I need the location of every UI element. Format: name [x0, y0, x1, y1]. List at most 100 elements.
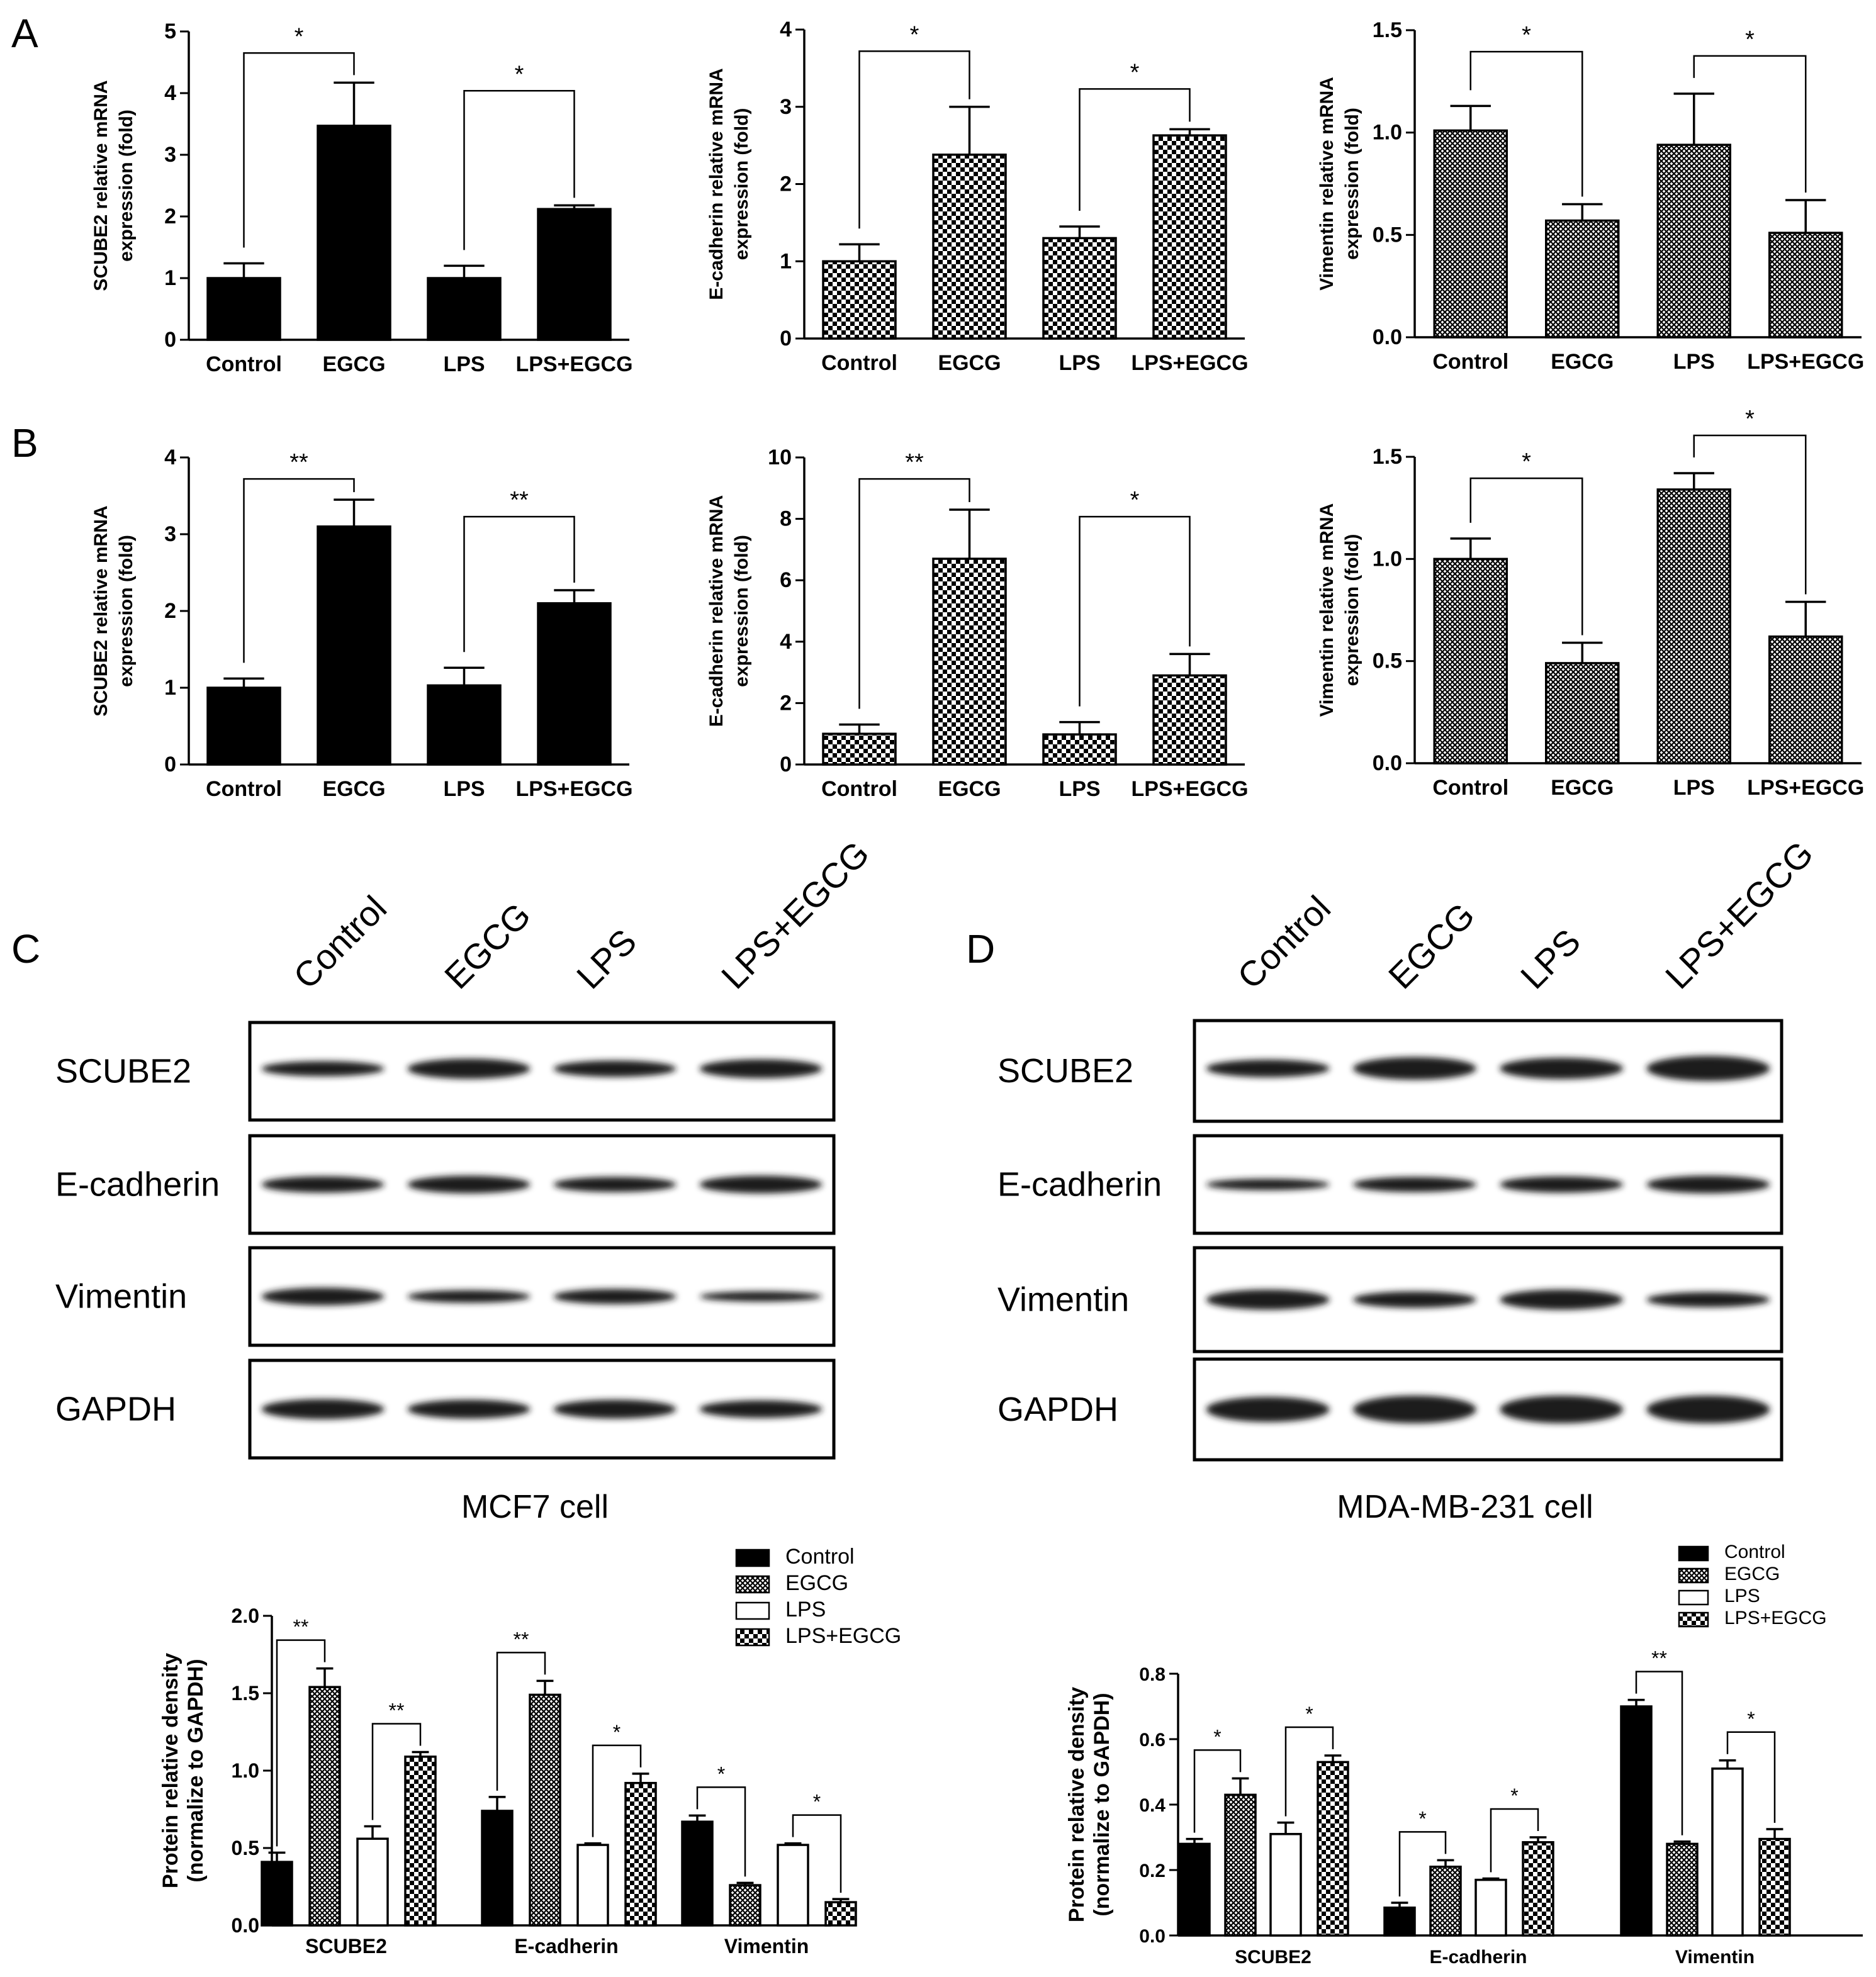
- significance-bracket: [496, 1652, 546, 1791]
- bar-charts: 0 1 2 3 4 5 SCUBE2 relative mRNA expression (fo…: [91, 18, 1864, 1968]
- panel-label-d: D: [966, 926, 995, 972]
- x-tick-label: E-cadherin: [514, 1935, 618, 1957]
- y-axis-title: Vimentin relative mRNA: [1317, 77, 1337, 291]
- blot-band: [699, 1291, 823, 1302]
- y-tick-label: 0.6: [1139, 1730, 1165, 1750]
- bar: [427, 277, 502, 341]
- y-axis-title: E-cadherin relative mRNA: [706, 68, 727, 300]
- x-tick-label: SCUBE2: [1235, 1947, 1312, 1968]
- y-tick-label: 0: [164, 753, 176, 776]
- legend-label: LPS: [1724, 1586, 1760, 1606]
- x-tick-label: Control: [1432, 350, 1508, 374]
- panel-label-a: A: [11, 11, 38, 56]
- bar: [777, 1844, 809, 1927]
- blot-band: [1352, 1177, 1476, 1192]
- y-axis-title: Vimentin relative mRNA: [1317, 503, 1337, 717]
- significance-marker: *: [613, 1721, 621, 1744]
- x-tick-label: Control: [821, 777, 897, 801]
- legend-swatch: [735, 1549, 770, 1567]
- y-tick-label: 2: [164, 204, 176, 228]
- x-tick-label: LPS+EGCG: [1131, 777, 1248, 801]
- significance-marker: *: [515, 61, 524, 87]
- significance-bracket: [243, 478, 355, 663]
- legend-label: LPS: [785, 1598, 826, 1621]
- bar: [1224, 1793, 1257, 1937]
- blot-band: [553, 1177, 677, 1192]
- significance-marker: *: [295, 23, 304, 50]
- y-tick-label: 1: [780, 249, 792, 273]
- blot-band: [261, 1176, 385, 1193]
- bar: [1433, 129, 1508, 339]
- significance-bracket: [1284, 1726, 1334, 1817]
- blot-c-caption: MCF7 cell: [461, 1489, 609, 1525]
- blot-band: [407, 1175, 531, 1194]
- bar: [1656, 488, 1731, 764]
- significance-bracket: [1726, 1731, 1776, 1823]
- significance-marker: *: [1522, 22, 1531, 48]
- significance-bracket: [592, 1744, 642, 1837]
- significance-marker: *: [813, 1791, 821, 1813]
- significance-marker: *: [1213, 1725, 1221, 1748]
- legend-label: LPS+EGCG: [785, 1624, 901, 1648]
- blot-band: [1352, 1057, 1476, 1080]
- lane-label: EGCG: [1381, 895, 1482, 996]
- y-tick-label: 10: [768, 445, 792, 469]
- lane-label: LPS: [569, 921, 644, 996]
- y-axis-title: Protein relative density: [159, 1653, 183, 1888]
- x-tick-label: LPS+EGCG: [515, 777, 632, 801]
- x-tick-label: LPS: [443, 777, 485, 801]
- bar: [1042, 733, 1117, 766]
- y-tick-label: 6: [780, 568, 792, 592]
- legend-swatch: [1678, 1545, 1709, 1562]
- panel-label-b: B: [11, 420, 38, 466]
- significance-bracket: [858, 50, 970, 229]
- bar: [822, 260, 897, 340]
- blot-band: [1500, 1289, 1624, 1310]
- legend-label: LPS+EGCG: [1724, 1608, 1827, 1628]
- bar: [932, 154, 1007, 340]
- x-tick-label: LPS+EGCG: [515, 352, 632, 376]
- y-tick-label: 4: [780, 18, 792, 42]
- blot-band: [699, 1400, 823, 1418]
- legend-swatch: [1678, 1611, 1709, 1628]
- significance-marker: **: [293, 1616, 309, 1638]
- y-tick-label: 1.5: [1373, 18, 1402, 42]
- bar: [1545, 662, 1620, 764]
- y-tick-label: 1: [164, 266, 176, 290]
- legend-swatch: [735, 1628, 770, 1647]
- bar: [1666, 1842, 1699, 1937]
- x-tick-label: EGCG: [938, 351, 1001, 375]
- protein-label: GAPDH: [55, 1391, 176, 1428]
- significance-bracket: [1635, 1671, 1683, 1835]
- significance-marker: **: [1651, 1647, 1667, 1670]
- bar: [822, 732, 897, 766]
- y-axis-title: SCUBE2 relative mRNA: [91, 505, 111, 716]
- lane-label: Control: [286, 888, 394, 996]
- blot-band: [1646, 1056, 1770, 1081]
- bar: [206, 686, 281, 766]
- bar: [1042, 237, 1117, 340]
- bar: [1178, 1842, 1211, 1937]
- bar: [1433, 557, 1508, 764]
- lane-label: LPS: [1513, 921, 1588, 996]
- y-tick-label: 2: [164, 599, 176, 623]
- significance-bracket: [792, 1814, 842, 1893]
- x-tick-label: E-cadherin: [1429, 1947, 1527, 1968]
- significance-bracket: [1469, 477, 1583, 636]
- y-axis-title-line2: expression (fold): [731, 108, 752, 260]
- blot-band: [1646, 1396, 1770, 1423]
- bar: [1656, 143, 1731, 339]
- legend-swatch: [735, 1601, 770, 1620]
- blot-band: [261, 1287, 385, 1306]
- x-tick-label: SCUBE2: [305, 1935, 387, 1957]
- western-blot-mcf7: Control EGCG LPS LPS+EGCG SCUBE2 E-cadherin Vi…: [55, 833, 877, 1460]
- significance-bracket: [371, 1723, 422, 1820]
- significance-bracket: [1693, 55, 1807, 193]
- significance-marker: *: [1745, 26, 1755, 53]
- y-tick-label: 3: [164, 143, 176, 167]
- y-tick-label: 5: [164, 20, 176, 43]
- y-tick-label: 0.8: [1139, 1664, 1165, 1685]
- bar: [1620, 1705, 1653, 1937]
- chart-c: 0.0 0.5 1.0 1.5 2.0 Protein relative density(…: [159, 1545, 901, 1957]
- significance-marker: *: [910, 21, 919, 48]
